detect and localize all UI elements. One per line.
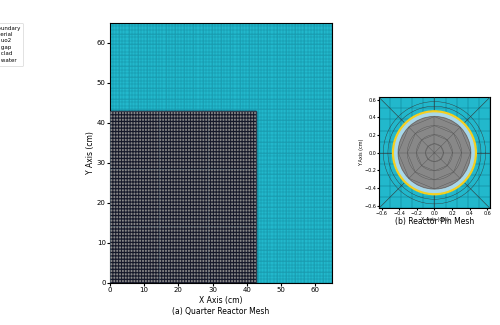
Title: (a) Quarter Reactor Mesh: (a) Quarter Reactor Mesh xyxy=(172,307,270,316)
Y-axis label: Y Axis (cm): Y Axis (cm) xyxy=(86,131,96,174)
Title: (b) Reactor Pin Mesh: (b) Reactor Pin Mesh xyxy=(395,217,474,226)
X-axis label: X Axis (cm): X Axis (cm) xyxy=(200,296,243,305)
Y-axis label: Y Axis (cm): Y Axis (cm) xyxy=(359,139,364,166)
Circle shape xyxy=(392,111,476,195)
Circle shape xyxy=(395,113,474,192)
Bar xyxy=(110,111,256,283)
Legend: =0 uo2, =4 gap, =5 clad, =6 water: =0 uo2, =4 gap, =5 clad, =6 water xyxy=(0,23,23,66)
X-axis label: X Axis (cm): X Axis (cm) xyxy=(420,217,448,223)
Circle shape xyxy=(398,117,470,189)
